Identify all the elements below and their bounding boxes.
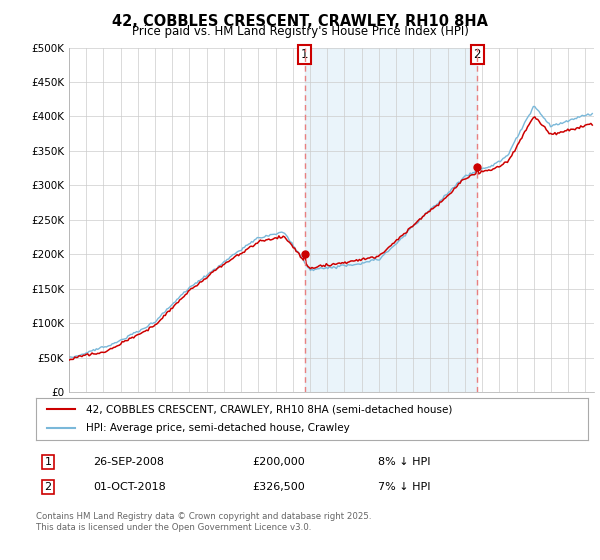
Text: £200,000: £200,000 [252,457,305,467]
Text: 2: 2 [44,482,52,492]
Text: Contains HM Land Registry data © Crown copyright and database right 2025.
This d: Contains HM Land Registry data © Crown c… [36,512,371,532]
Text: 7% ↓ HPI: 7% ↓ HPI [378,482,431,492]
Text: 1: 1 [301,48,308,61]
Bar [305,48,477,392]
Text: 42, COBBLES CRESCENT, CRAWLEY, RH10 8HA (semi-detached house): 42, COBBLES CRESCENT, CRAWLEY, RH10 8HA … [86,404,452,414]
Text: 1: 1 [44,457,52,467]
Text: HPI: Average price, semi-detached house, Crawley: HPI: Average price, semi-detached house,… [86,423,349,433]
Text: 01-OCT-2018: 01-OCT-2018 [93,482,166,492]
Text: 2: 2 [473,48,481,61]
Text: 8% ↓ HPI: 8% ↓ HPI [378,457,431,467]
Text: Price paid vs. HM Land Registry's House Price Index (HPI): Price paid vs. HM Land Registry's House … [131,25,469,38]
Text: 26-SEP-2008: 26-SEP-2008 [93,457,164,467]
Text: £326,500: £326,500 [252,482,305,492]
Text: 42, COBBLES CRESCENT, CRAWLEY, RH10 8HA: 42, COBBLES CRESCENT, CRAWLEY, RH10 8HA [112,14,488,29]
